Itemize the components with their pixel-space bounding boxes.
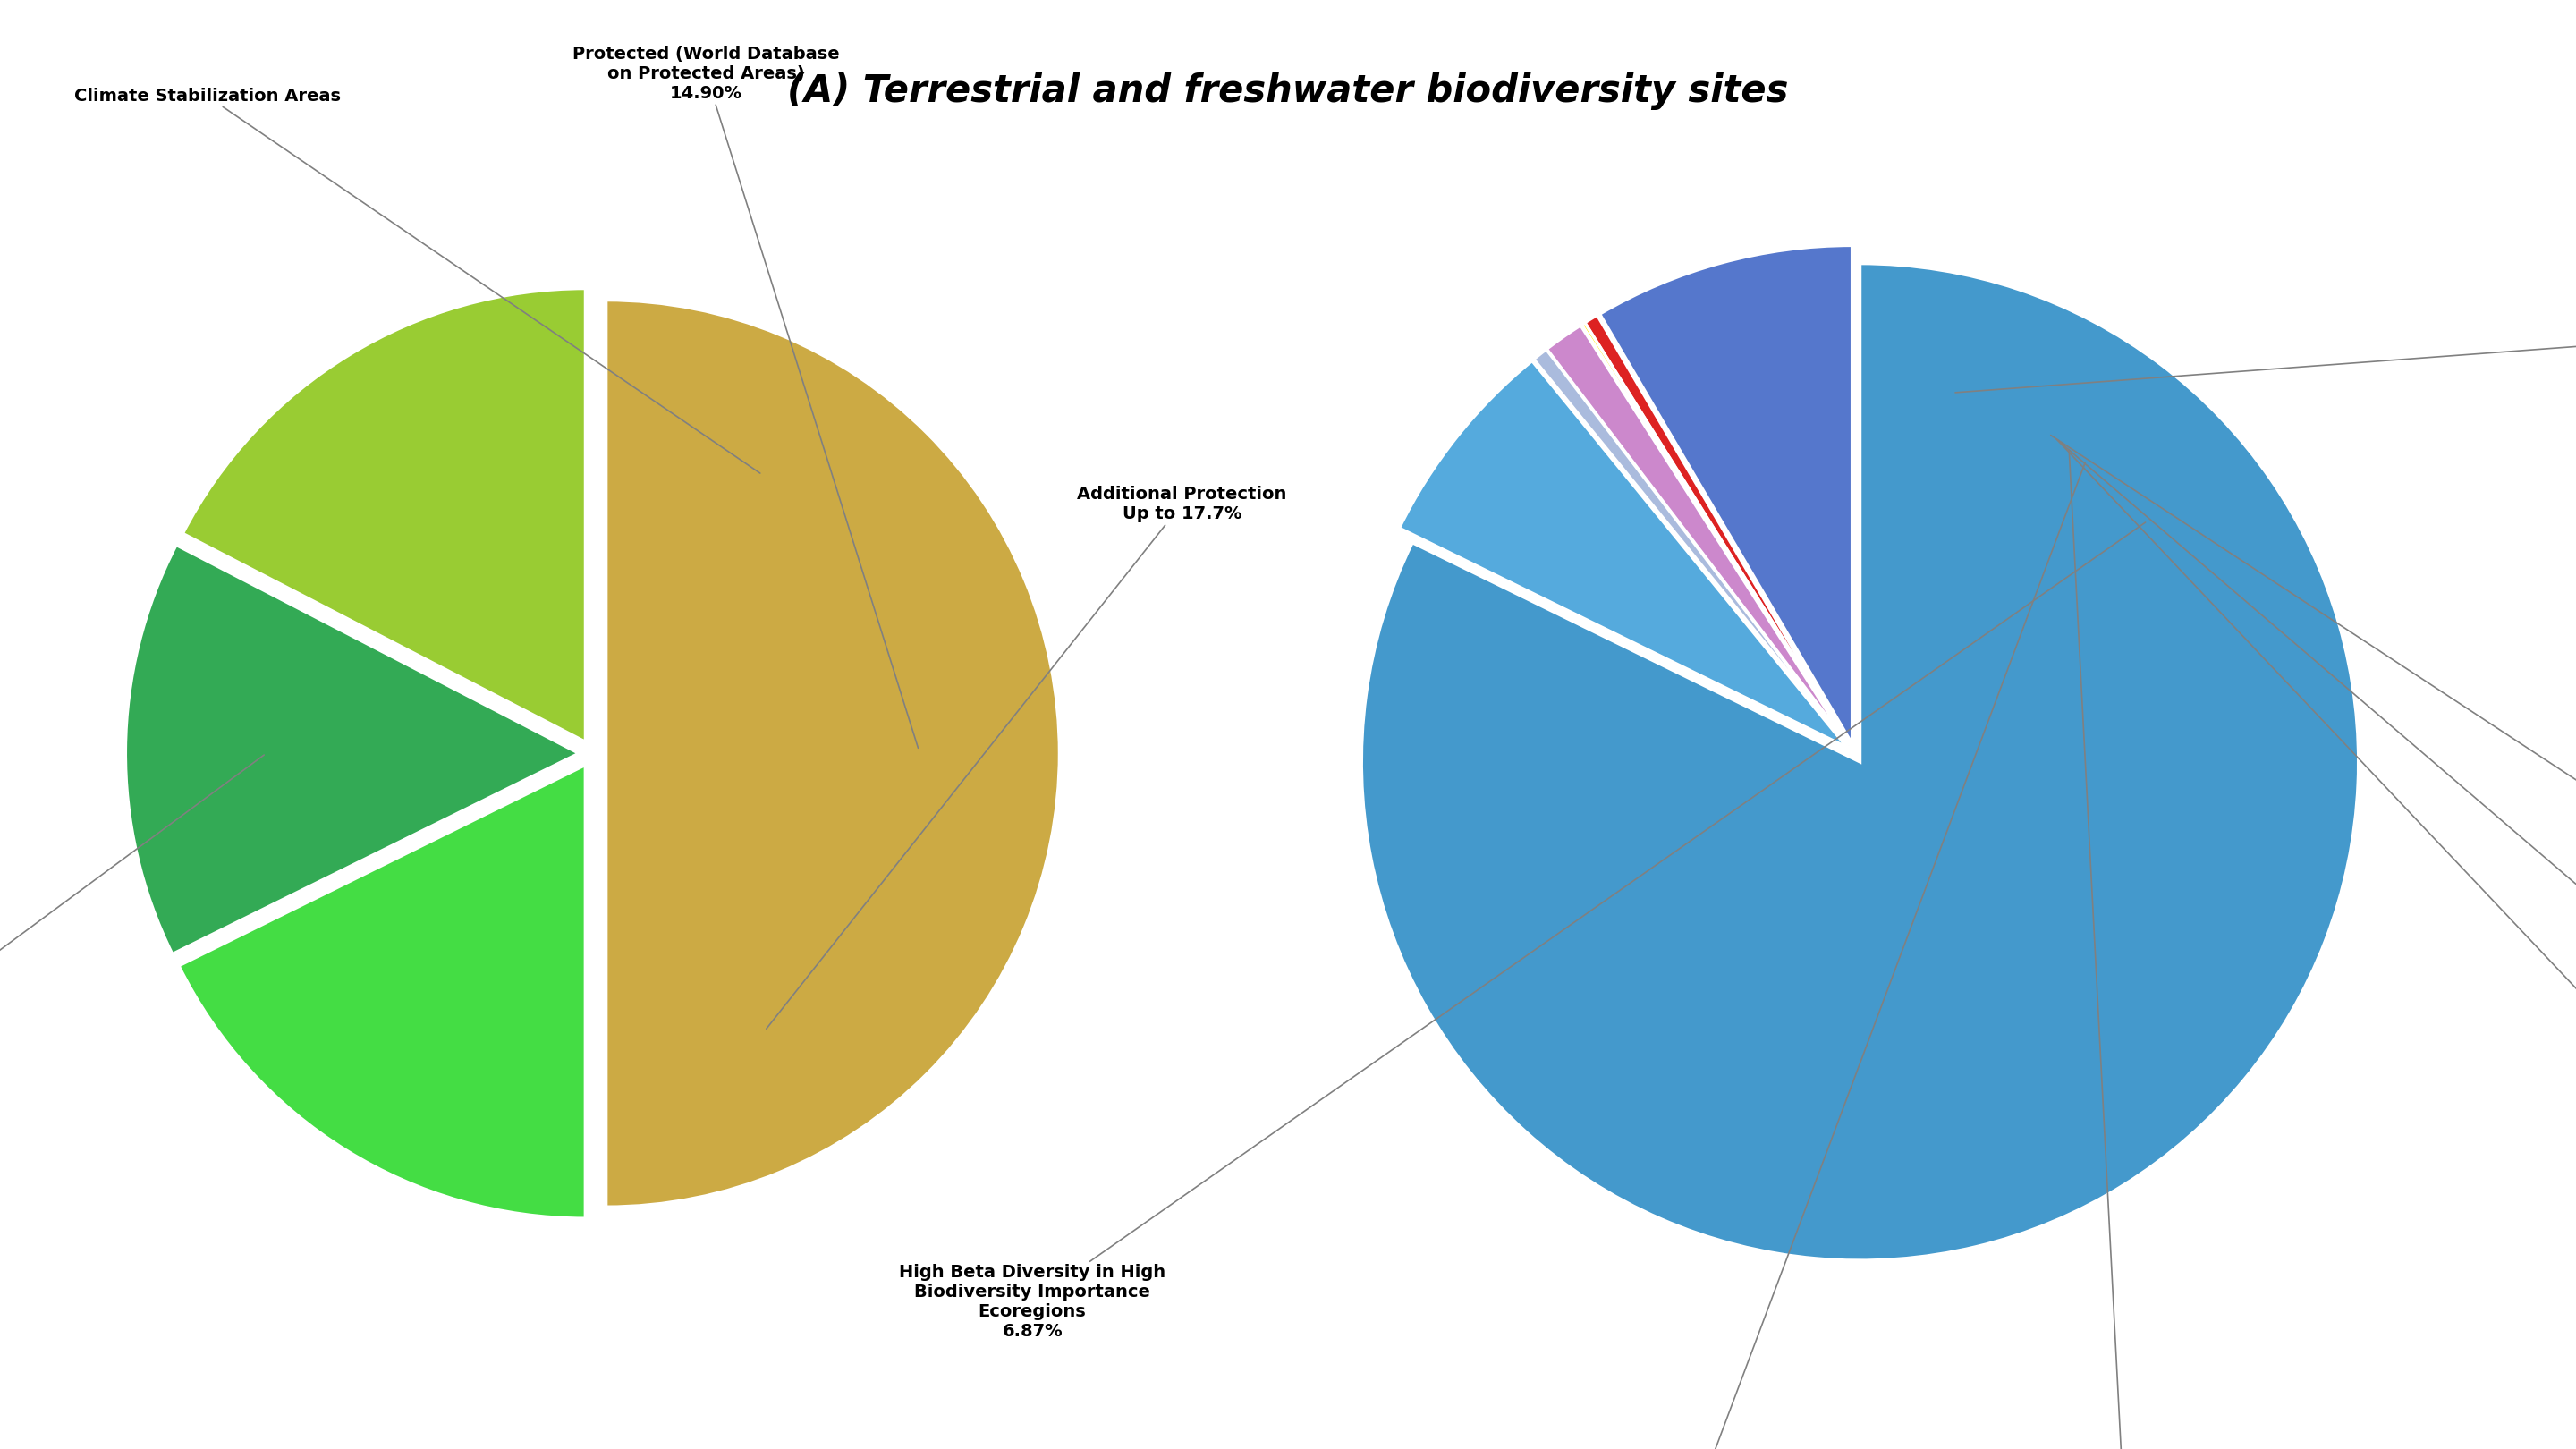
Text: Human Development
50.00%: Human Development 50.00% [0, 755, 265, 1066]
Wedge shape [183, 288, 585, 742]
Wedge shape [1582, 325, 1850, 745]
Text: IUCN Threatened
Species sites
0.02%: IUCN Threatened Species sites 0.02% [2058, 440, 2576, 1255]
Wedge shape [1399, 361, 1847, 748]
Text: Intact Vertebrate
Assemblages in High
Biodiversity Importance
Ecoregions
8.45%: Intact Vertebrate Assemblages in High Bi… [1955, 283, 2576, 393]
Text: Additional Protection
Up to 17.7%: Additional Protection Up to 17.7% [765, 485, 1285, 1029]
Text: (A) Terrestrial and freshwater biodiversity sites: (A) Terrestrial and freshwater biodivers… [788, 72, 1788, 110]
Wedge shape [605, 300, 1059, 1207]
Wedge shape [1582, 323, 1850, 745]
Text: High Beta Diversity in High
Biodiversity Importance
Ecoregions
6.87%: High Beta Diversity in High Biodiversity… [899, 522, 2146, 1340]
Text: Alliance for Zero
Extinction (AZE)
Sites
0.46%: Alliance for Zero Extinction (AZE) Sites… [2050, 435, 2576, 966]
Text: Hotspots in threatened High
Biodiversity Importance
Ecoregions
0.51%: Hotspots in threatened High Biodiversity… [1489, 462, 2087, 1449]
Wedge shape [1533, 349, 1850, 746]
Wedge shape [1546, 325, 1850, 745]
Wedge shape [178, 765, 585, 1219]
Wedge shape [1600, 245, 1852, 743]
Text: Protected (World Database
on Protected Areas)
14.90%: Protected (World Database on Protected A… [572, 45, 917, 748]
Text: Key Biodiversity
Areas (KBAs)
1.32%: Key Biodiversity Areas (KBAs) 1.32% [2048, 449, 2208, 1449]
Text: Climate Stabilization Areas: Climate Stabilization Areas [75, 87, 760, 474]
Text: IUCN Range
Rarity Sites
0.12%: IUCN Range Rarity Sites 0.12% [2056, 439, 2576, 1106]
Wedge shape [1584, 314, 1850, 745]
Wedge shape [1363, 264, 2360, 1261]
Wedge shape [126, 545, 580, 953]
